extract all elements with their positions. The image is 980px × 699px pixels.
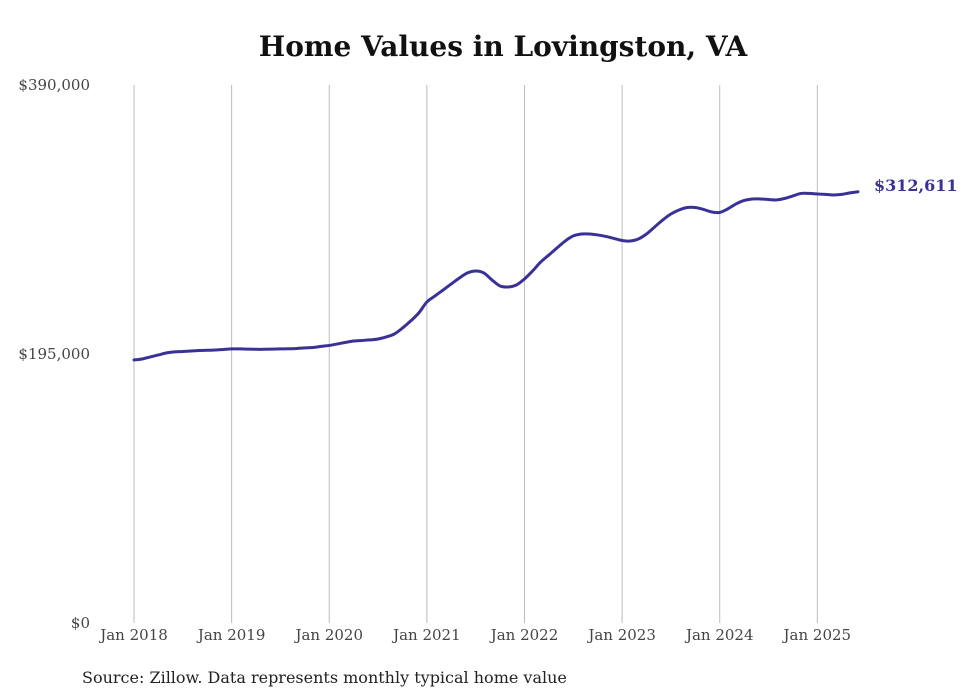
x-tick-label: Jan 2024: [684, 626, 754, 644]
chart-title: Home Values in Lovingston, VA: [258, 30, 748, 63]
y-tick-label: $195,000: [18, 345, 90, 363]
y-tick-label: $390,000: [18, 76, 90, 94]
end-value-label: $312,611: [874, 176, 958, 195]
x-tick-label: Jan 2022: [489, 626, 559, 644]
source-note: Source: Zillow. Data represents monthly …: [82, 668, 567, 687]
y-tick-label: $0: [71, 614, 90, 632]
x-tick-label: Jan 2019: [196, 626, 266, 644]
x-tick-label: Jan 2021: [391, 626, 461, 644]
x-tick-label: Jan 2023: [586, 626, 656, 644]
x-tick-label: Jan 2020: [293, 626, 363, 644]
series-line-home-value: [132, 190, 860, 362]
x-tick-label: Jan 2018: [98, 626, 168, 644]
x-tick-label: Jan 2025: [782, 626, 852, 644]
